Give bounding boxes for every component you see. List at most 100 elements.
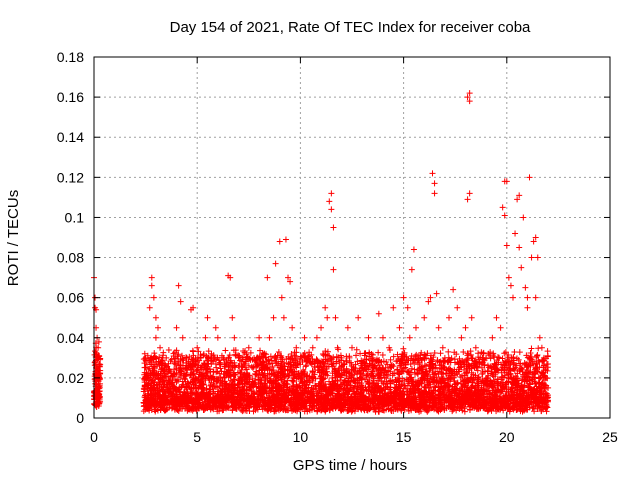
data-point xyxy=(480,388,487,395)
data-point xyxy=(340,379,347,386)
data-point xyxy=(358,406,365,413)
data-point xyxy=(337,376,344,383)
data-point xyxy=(169,381,176,388)
data-point xyxy=(263,358,270,365)
data-point xyxy=(322,398,329,405)
data-point xyxy=(241,349,248,356)
data-point xyxy=(151,390,158,397)
data-point xyxy=(342,402,349,409)
data-point xyxy=(362,350,369,357)
data-point xyxy=(333,399,340,406)
data-point xyxy=(320,371,327,378)
data-point xyxy=(371,404,378,411)
data-point xyxy=(174,376,181,383)
data-point xyxy=(532,380,539,387)
data-point xyxy=(499,379,506,386)
data-point xyxy=(404,376,411,383)
data-point xyxy=(527,369,534,376)
data-point xyxy=(375,408,382,415)
data-point xyxy=(230,376,237,383)
data-point xyxy=(478,378,485,385)
data-point xyxy=(437,350,444,357)
data-point xyxy=(470,374,477,381)
data-point xyxy=(168,356,175,363)
data-point xyxy=(447,376,454,383)
data-point xyxy=(148,394,155,401)
data-point xyxy=(481,394,488,401)
data-point xyxy=(370,395,377,402)
data-point xyxy=(459,407,466,414)
data-point xyxy=(408,390,415,397)
data-point xyxy=(197,354,204,361)
data-point xyxy=(423,404,430,411)
data-point xyxy=(215,388,222,395)
data-point xyxy=(322,348,329,355)
data-point xyxy=(522,403,529,410)
data-point xyxy=(142,397,149,404)
data-point xyxy=(369,368,376,375)
data-point xyxy=(338,385,345,392)
data-point xyxy=(460,388,467,395)
data-point xyxy=(285,391,292,398)
data-point xyxy=(332,395,339,402)
data-point xyxy=(510,360,517,367)
data-point xyxy=(162,407,169,414)
data-point xyxy=(521,378,528,385)
data-point xyxy=(151,350,158,357)
data-point xyxy=(92,348,99,355)
data-point xyxy=(440,371,447,378)
data-point xyxy=(289,377,296,384)
data-point xyxy=(171,405,178,412)
data-point xyxy=(451,384,458,391)
data-point xyxy=(336,403,343,410)
data-point xyxy=(262,400,269,407)
data-point xyxy=(366,374,373,381)
data-point xyxy=(407,361,414,368)
data-point xyxy=(451,356,458,363)
data-point xyxy=(95,338,102,345)
data-point xyxy=(303,362,310,369)
data-point xyxy=(348,402,355,409)
data-point xyxy=(246,378,253,385)
data-point xyxy=(360,371,367,378)
data-point xyxy=(319,358,326,365)
data-point xyxy=(268,382,275,389)
data-point xyxy=(166,381,173,388)
data-point xyxy=(382,384,389,391)
data-point xyxy=(210,402,217,409)
data-point xyxy=(468,355,475,362)
data-point xyxy=(366,360,373,367)
data-point xyxy=(463,370,470,377)
data-point xyxy=(538,397,545,404)
data-point xyxy=(208,361,215,368)
data-point xyxy=(160,368,167,375)
data-point xyxy=(386,386,393,393)
data-point xyxy=(229,402,236,409)
data-point xyxy=(375,377,382,384)
data-point xyxy=(438,362,445,369)
data-point xyxy=(527,349,534,356)
data-point xyxy=(286,387,293,394)
data-point xyxy=(202,405,209,412)
data-point xyxy=(516,388,523,395)
data-point xyxy=(189,389,196,396)
data-point xyxy=(185,400,192,407)
data-point xyxy=(173,365,180,372)
data-point xyxy=(201,362,208,369)
data-point xyxy=(155,374,162,381)
data-point xyxy=(290,384,297,391)
data-point xyxy=(216,361,223,368)
data-point xyxy=(318,380,325,387)
data-point xyxy=(175,358,182,365)
data-point xyxy=(183,384,190,391)
data-point xyxy=(518,401,525,408)
data-point xyxy=(425,385,432,392)
data-point xyxy=(434,368,441,375)
data-point xyxy=(500,383,507,390)
data-point xyxy=(400,345,407,352)
data-point xyxy=(261,381,268,388)
data-point xyxy=(398,406,405,413)
data-point xyxy=(96,363,103,370)
data-point xyxy=(239,356,246,363)
data-point xyxy=(239,364,246,371)
